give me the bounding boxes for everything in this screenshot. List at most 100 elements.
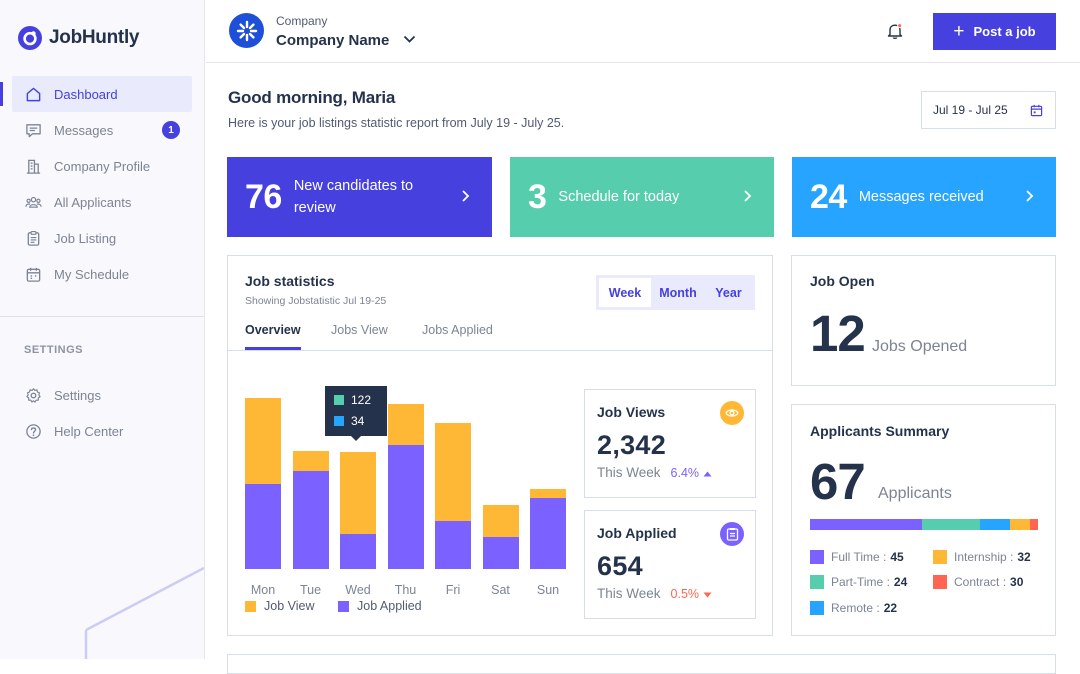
period-week-tab[interactable]: Week bbox=[599, 278, 651, 307]
chevron-right-icon bbox=[1026, 190, 1034, 202]
job-applied-value: 654 bbox=[597, 551, 643, 581]
applicants-summary-unit: Applicants bbox=[878, 485, 952, 502]
stat-card-value: 24 bbox=[810, 177, 847, 216]
job-views-change: 6.4% bbox=[671, 466, 712, 480]
legend-part-time: Part-Time :24 bbox=[810, 575, 907, 589]
chart-bar-job-view[interactable] bbox=[435, 423, 471, 521]
job-applied-card: Job Applied 654 This Week 0.5% bbox=[584, 510, 756, 619]
date-range-picker[interactable]: Jul 19 - Jul 25 bbox=[921, 91, 1056, 129]
home-icon bbox=[26, 87, 41, 101]
sidebar-item-company-profile[interactable]: Company Profile bbox=[12, 148, 192, 184]
help-icon bbox=[26, 423, 41, 439]
legend-internship: Internship :32 bbox=[933, 550, 1031, 564]
chevron-right-icon bbox=[462, 190, 470, 202]
job-applied-change: 0.5% bbox=[671, 587, 712, 601]
chart-bar-job-applied[interactable] bbox=[482, 536, 519, 569]
sidebar-item-label: Dashboard bbox=[54, 86, 118, 102]
active-indicator bbox=[0, 82, 3, 106]
job-statistics-title: Job statistics bbox=[245, 273, 335, 289]
legend-label: Job Applied bbox=[357, 599, 422, 613]
legend-contract: Contract :30 bbox=[933, 575, 1023, 589]
sidebar-item-all-applicants[interactable]: All Applicants bbox=[12, 184, 192, 220]
stat-card-label: Messages received bbox=[858, 189, 984, 205]
clipboard-icon bbox=[720, 522, 744, 546]
chart-bar-job-applied[interactable] bbox=[435, 520, 471, 569]
applicants-summary-value: 67 bbox=[810, 453, 866, 510]
company-selector[interactable]: Company Name bbox=[276, 32, 390, 49]
sidebar-item-settings[interactable]: Settings bbox=[12, 377, 192, 413]
brand-logo-icon bbox=[18, 26, 42, 50]
period-year-tab[interactable]: Year bbox=[715, 285, 742, 300]
chart-bar-job-applied[interactable] bbox=[340, 534, 376, 569]
legend-swatch bbox=[933, 550, 947, 564]
stat-card-label: Schedule for today bbox=[558, 189, 680, 205]
bell-icon[interactable] bbox=[886, 22, 904, 40]
distribution-segment-part-time bbox=[922, 519, 980, 530]
statistics-tabs: Overview Jobs View Jobs Applied bbox=[228, 316, 773, 351]
tab-jobs-view[interactable]: Jobs View bbox=[331, 323, 388, 337]
tab-jobs-applied[interactable]: Jobs Applied bbox=[422, 323, 493, 337]
stat-card-schedule[interactable]: 3 Schedule for today bbox=[510, 157, 774, 237]
sidebar-item-label: Help Center bbox=[54, 423, 124, 439]
chart-x-label: Thu bbox=[394, 583, 417, 597]
chart-x-label: Sat bbox=[491, 583, 510, 597]
chart-bar-job-view[interactable] bbox=[292, 450, 329, 472]
job-applied-period: This Week 0.5% bbox=[597, 586, 712, 601]
legend-swatch bbox=[338, 600, 349, 612]
chevron-right-icon bbox=[744, 190, 752, 202]
calendar-icon bbox=[26, 267, 41, 282]
chart-bar-job-view[interactable] bbox=[530, 488, 566, 498]
message-icon bbox=[26, 123, 41, 137]
sidebar-item-job-listing[interactable]: Job Listing bbox=[12, 220, 192, 256]
stat-card-messages[interactable]: 24 Messages received bbox=[792, 157, 1056, 237]
users-icon bbox=[25, 196, 42, 208]
job-views-period: This Week 6.4% bbox=[597, 465, 712, 480]
applicants-summary-card: Applicants Summary 67 Applicants Full Ti… bbox=[791, 404, 1056, 636]
chevron-down-icon[interactable] bbox=[403, 35, 416, 44]
post-job-button[interactable]: + Post a job bbox=[933, 13, 1056, 50]
brand-logo[interactable]: JobHuntly bbox=[18, 26, 139, 50]
chart-bar-job-view[interactable] bbox=[387, 404, 424, 446]
sidebar-item-messages[interactable]: Messages 1 bbox=[12, 112, 192, 148]
legend-job-view: Job View bbox=[245, 599, 315, 613]
sidebar-item-label: My Schedule bbox=[54, 266, 130, 282]
sidebar-item-my-schedule[interactable]: My Schedule bbox=[12, 256, 192, 292]
greeting-title: Good morning, Maria bbox=[228, 88, 396, 107]
tooltip-swatch bbox=[334, 395, 344, 405]
tooltip-job-view-value: 122 bbox=[351, 393, 372, 407]
company-logo[interactable] bbox=[229, 13, 264, 48]
job-views-value: 2,342 bbox=[597, 430, 667, 460]
chart-bar-job-view[interactable] bbox=[245, 398, 281, 485]
legend-remote: Remote :22 bbox=[810, 601, 897, 615]
brand-name: JobHuntly bbox=[49, 27, 140, 48]
trend-up-icon bbox=[703, 471, 712, 476]
distribution-segment-remote bbox=[980, 519, 1010, 530]
chart-bar-job-applied[interactable] bbox=[387, 445, 424, 569]
date-range-value: Jul 19 - Jul 25 bbox=[933, 103, 1008, 117]
sidebar-item-help-center[interactable]: Help Center bbox=[12, 413, 192, 449]
sidebar-item-label: Settings bbox=[54, 387, 101, 403]
period-month-tab[interactable]: Month bbox=[659, 285, 697, 300]
job-open-unit: Jobs Opened bbox=[872, 338, 968, 355]
sidebar-divider bbox=[0, 316, 204, 317]
sidebar: JobHuntly Dashboard Messages 1 Company P… bbox=[0, 0, 205, 659]
chart-bar-job-applied[interactable] bbox=[292, 471, 329, 569]
tab-overview[interactable]: Overview bbox=[245, 323, 301, 337]
sidebar-item-label: All Applicants bbox=[54, 194, 132, 210]
chart-bar-job-view[interactable] bbox=[482, 504, 519, 537]
chart-bar-job-view[interactable] bbox=[340, 452, 376, 534]
stat-card-label: New candidates to review bbox=[293, 178, 414, 216]
job-views-title: Job Views bbox=[597, 404, 666, 420]
building-icon bbox=[26, 159, 41, 174]
period-selector: Week Month Year bbox=[596, 275, 755, 310]
chart-bar-job-applied[interactable] bbox=[245, 484, 281, 569]
post-job-label: Post a job bbox=[973, 24, 1036, 39]
next-section-panel bbox=[227, 654, 1056, 674]
unread-badge: 1 bbox=[162, 121, 180, 139]
sidebar-item-dashboard[interactable]: Dashboard bbox=[12, 76, 192, 112]
chart-bar-job-applied[interactable] bbox=[530, 497, 566, 569]
legend-swatch bbox=[810, 575, 824, 589]
stat-card-new-candidates[interactable]: 76 New candidates to review bbox=[227, 157, 492, 237]
company-logo-icon bbox=[236, 20, 257, 41]
chart-x-label: Fri bbox=[445, 583, 461, 597]
